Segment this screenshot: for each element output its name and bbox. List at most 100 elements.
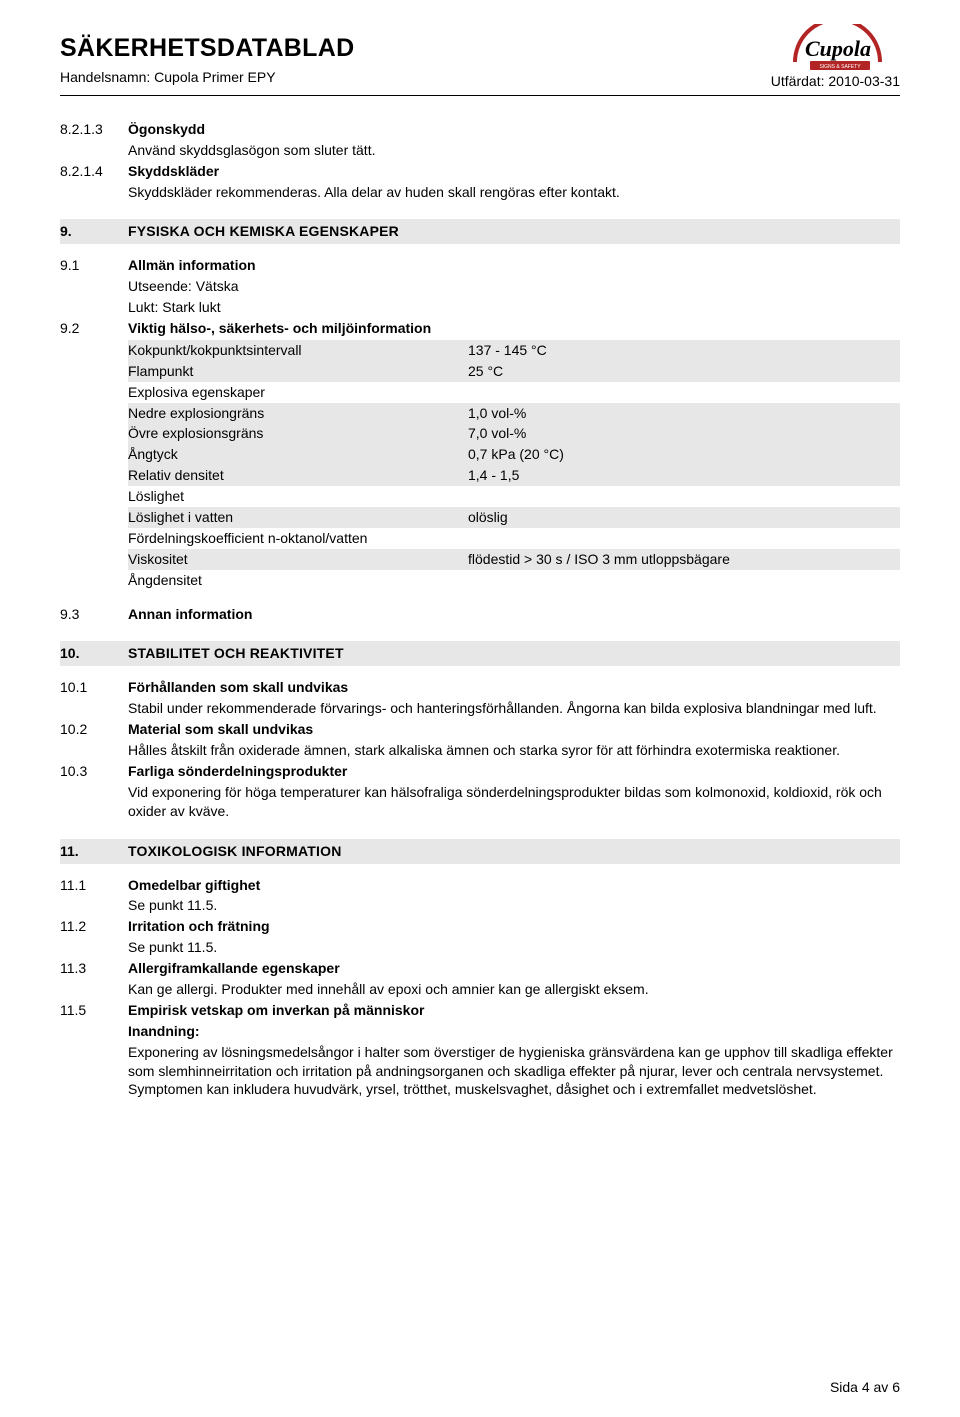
sub-heading: Inandning: (128, 1022, 900, 1041)
property-value: 7,0 vol-% (468, 423, 900, 444)
body-text: Se punkt 11.5. (128, 896, 900, 915)
subsection-103: 10.3 Farliga sönderdelningsprodukter (60, 762, 900, 781)
property-label: Kokpunkt/kokpunktsintervall (128, 340, 468, 361)
section-number: 9. (60, 222, 128, 241)
property-label: Relativ densitet (128, 465, 468, 486)
property-row: Relativ densitet1,4 - 1,5 (128, 465, 900, 486)
logo-text: Cupola (805, 36, 871, 61)
section-number: 10.3 (60, 762, 128, 781)
section-11-header: 11. TOXIKOLOGISK INFORMATION (60, 839, 900, 864)
property-row: Ångtyck0,7 kPa (20 °C) (128, 444, 900, 465)
section-heading: Irritation och frätning (128, 917, 900, 936)
property-label: Övre explosionsgräns (128, 423, 468, 444)
doc-title: SÄKERHETSDATABLAD (60, 32, 720, 66)
section-heading: Allmän information (128, 256, 900, 275)
subsection-115: 11.5 Empirisk vetskap om inverkan på män… (60, 1001, 900, 1020)
properties-table: Kokpunkt/kokpunktsintervall137 - 145 °CF… (128, 340, 900, 591)
property-label: Löslighet (128, 486, 468, 507)
header-right: Cupola SIGNS & SAFETY Utfärdat: 2010-03-… (720, 32, 900, 91)
subsection-111: 11.1 Omedelbar giftighet (60, 876, 900, 895)
brand-logo: Cupola SIGNS & SAFETY (780, 24, 900, 79)
section-number: 9.2 (60, 319, 128, 338)
section-number: 11.5 (60, 1001, 128, 1020)
property-value (468, 486, 900, 507)
section-number: 11.2 (60, 917, 128, 936)
property-row: Ångdensitet (128, 570, 900, 591)
section-number: 11. (60, 842, 128, 861)
section-number: 9.3 (60, 605, 128, 624)
section-9-header: 9. FYSISKA OCH KEMISKA EGENSKAPER (60, 219, 900, 244)
body-text: Lukt: Stark lukt (128, 298, 900, 317)
property-value (468, 570, 900, 591)
section-number: 11.1 (60, 876, 128, 895)
section-heading: Farliga sönderdelningsprodukter (128, 762, 900, 781)
property-value (468, 382, 900, 403)
body-text: Kan ge allergi. Produkter med innehåll a… (128, 980, 900, 999)
section-number: 8.2.1.4 (60, 162, 128, 181)
section-title: FYSISKA OCH KEMISKA EGENSKAPER (128, 222, 900, 241)
property-label: Nedre explosiongräns (128, 403, 468, 424)
section-title: STABILITET OCH REAKTIVITET (128, 644, 900, 663)
section-number: 10.2 (60, 720, 128, 739)
property-value: 1,4 - 1,5 (468, 465, 900, 486)
property-value: 137 - 145 °C (468, 340, 900, 361)
property-value (468, 528, 900, 549)
property-row: Viskositetflödestid > 30 s / ISO 3 mm ut… (128, 549, 900, 570)
body-text: Utseende: Vätska (128, 277, 900, 296)
subsection-113: 11.3 Allergiframkallande egenskaper (60, 959, 900, 978)
logo-subtitle: SIGNS & SAFETY (819, 64, 861, 70)
property-row: Fördelningskoefficient n-oktanol/vatten (128, 528, 900, 549)
subsection-8214: 8.2.1.4 Skyddskläder (60, 162, 900, 181)
section-heading: Skyddskläder (128, 162, 900, 181)
section-heading: Empirisk vetskap om inverkan på människo… (128, 1001, 900, 1020)
property-value: 0,7 kPa (20 °C) (468, 444, 900, 465)
section-heading: Viktig hälso-, säkerhets- och miljöinfor… (128, 319, 900, 338)
property-row: Nedre explosiongräns1,0 vol-% (128, 403, 900, 424)
subsection-102: 10.2 Material som skall undvikas (60, 720, 900, 739)
body-text: Skyddskläder rekommenderas. Alla delar a… (128, 183, 900, 202)
section-heading: Förhållanden som skall undvikas (128, 678, 900, 697)
subsection-101: 10.1 Förhållanden som skall undvikas (60, 678, 900, 697)
property-value: olöslig (468, 507, 900, 528)
page-footer: Sida 4 av 6 (830, 1378, 900, 1397)
section-number: 11.3 (60, 959, 128, 978)
section-number: 10. (60, 644, 128, 663)
property-label: Ångtyck (128, 444, 468, 465)
property-label: Explosiva egenskaper (128, 382, 468, 403)
body-text: Stabil under rekommenderade förvarings- … (128, 699, 900, 718)
body-text: Exponering av lösningsmedelsångor i halt… (128, 1043, 900, 1100)
property-value: 1,0 vol-% (468, 403, 900, 424)
property-value: 25 °C (468, 361, 900, 382)
section-number: 9.1 (60, 256, 128, 275)
property-label: Löslighet i vatten (128, 507, 468, 528)
section-number: 8.2.1.3 (60, 120, 128, 139)
property-row: Löslighet i vattenolöslig (128, 507, 900, 528)
section-heading: Annan information (128, 605, 900, 624)
subsection-91: 9.1 Allmän information (60, 256, 900, 275)
property-row: Löslighet (128, 486, 900, 507)
subsection-92: 9.2 Viktig hälso-, säkerhets- och miljöi… (60, 319, 900, 338)
property-row: Flampunkt25 °C (128, 361, 900, 382)
property-label: Ångdensitet (128, 570, 468, 591)
subsection-112: 11.2 Irritation och frätning (60, 917, 900, 936)
section-10-header: 10. STABILITET OCH REAKTIVITET (60, 641, 900, 666)
body-text: Se punkt 11.5. (128, 938, 900, 957)
body-text: Hålles åtskilt från oxiderade ämnen, sta… (128, 741, 900, 760)
property-label: Flampunkt (128, 361, 468, 382)
subsection-93: 9.3 Annan information (60, 605, 900, 624)
section-heading: Material som skall undvikas (128, 720, 900, 739)
section-heading: Omedelbar giftighet (128, 876, 900, 895)
property-label: Viskositet (128, 549, 468, 570)
header-left: SÄKERHETSDATABLAD Handelsnamn: Cupola Pr… (60, 32, 720, 87)
property-row: Övre explosionsgräns7,0 vol-% (128, 423, 900, 444)
property-row: Explosiva egenskaper (128, 382, 900, 403)
trade-name: Handelsnamn: Cupola Primer EPY (60, 68, 720, 87)
property-label: Fördelningskoefficient n-oktanol/vatten (128, 528, 468, 549)
subsection-8213: 8.2.1.3 Ögonskydd (60, 120, 900, 139)
property-value: flödestid > 30 s / ISO 3 mm utloppsbägar… (468, 549, 900, 570)
section-title: TOXIKOLOGISK INFORMATION (128, 842, 900, 861)
page-header: SÄKERHETSDATABLAD Handelsnamn: Cupola Pr… (60, 32, 900, 96)
body-text: Använd skyddsglasögon som sluter tätt. (128, 141, 900, 160)
section-heading: Ögonskydd (128, 120, 900, 139)
section-heading: Allergiframkallande egenskaper (128, 959, 900, 978)
